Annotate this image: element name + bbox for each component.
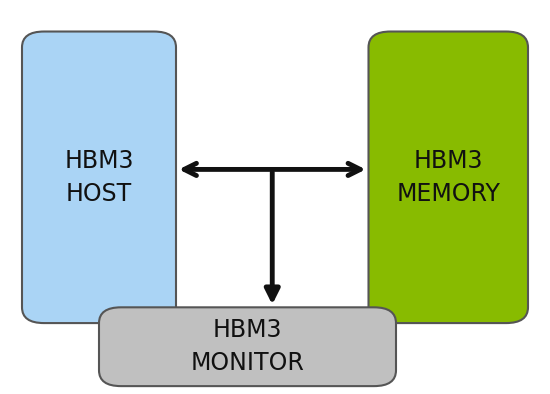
Text: HBM3
MONITOR: HBM3 MONITOR — [190, 318, 305, 375]
FancyBboxPatch shape — [368, 32, 528, 323]
Text: HBM3
MEMORY: HBM3 MEMORY — [397, 149, 500, 206]
Text: HBM3
HOST: HBM3 HOST — [64, 149, 134, 206]
FancyBboxPatch shape — [22, 32, 176, 323]
FancyBboxPatch shape — [99, 307, 396, 386]
